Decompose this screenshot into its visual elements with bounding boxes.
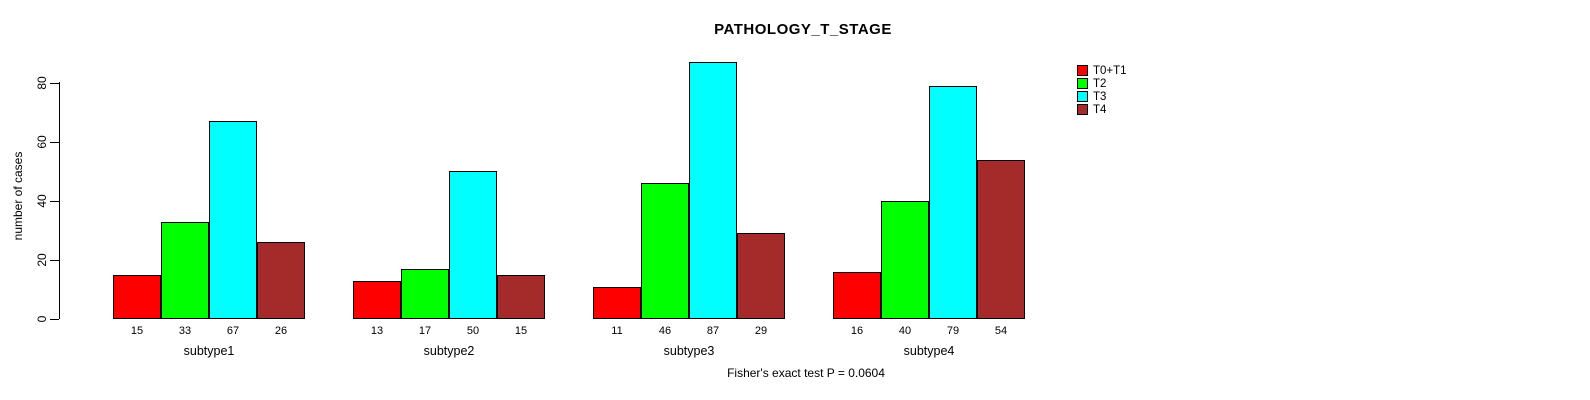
- legend-label: T3: [1093, 90, 1107, 103]
- bar-subtype1-T4: [257, 242, 305, 319]
- bar-value-label: 16: [850, 325, 864, 337]
- bar-subtype2-T2: [401, 269, 449, 319]
- y-tick: [50, 260, 59, 261]
- y-tick-label: 80: [35, 76, 49, 90]
- legend-item: T4: [1077, 103, 1127, 116]
- bar-value-label: 29: [754, 325, 768, 337]
- bar-subtype4-T4: [977, 160, 1025, 319]
- y-axis-label: number of cases: [11, 151, 25, 241]
- legend: T0+T1 T2 T3 T4: [1077, 64, 1127, 116]
- bar-subtype2-T0+T1: [353, 281, 401, 319]
- legend-label: T2: [1093, 77, 1107, 90]
- footer-annotation: Fisher's exact test P = 0.0604: [727, 366, 885, 380]
- bar-value-label: 46: [658, 325, 672, 337]
- y-tick: [50, 201, 59, 202]
- bar-subtype2-T3: [449, 171, 497, 319]
- bar-subtype1-T0+T1: [113, 275, 161, 319]
- bar-value-label: 40: [898, 325, 912, 337]
- bar-value-label: 17: [418, 325, 432, 337]
- bar-value-label: 11: [611, 325, 623, 337]
- bar-subtype4-T3: [929, 86, 977, 319]
- y-tick: [50, 83, 59, 84]
- chart-title: PATHOLOGY_T_STAGE: [714, 21, 892, 38]
- bar-subtype3-T4: [737, 233, 785, 319]
- bar-value-label: 54: [994, 325, 1008, 337]
- bar-subtype3-T0+T1: [593, 287, 641, 319]
- legend-swatch: [1077, 78, 1088, 89]
- y-tick-label: 60: [35, 135, 49, 149]
- bar-value-label: 33: [178, 325, 192, 337]
- bar-value-label: 50: [466, 325, 480, 337]
- bar-value-label: 15: [514, 325, 528, 337]
- bar-value-label: 79: [946, 325, 960, 337]
- legend-item: T3: [1077, 90, 1127, 103]
- legend-label: T4: [1093, 103, 1107, 116]
- bar-value-label: 13: [370, 325, 384, 337]
- legend-swatch: [1077, 65, 1088, 76]
- legend-item: T0+T1: [1077, 64, 1127, 77]
- y-tick: [50, 319, 59, 320]
- y-tick-label: 20: [35, 253, 49, 267]
- bar-subtype4-T0+T1: [833, 272, 881, 319]
- bar-subtype1-T3: [209, 121, 257, 319]
- y-tick: [50, 142, 59, 143]
- bar-value-label: 67: [226, 325, 240, 337]
- group-label-subtype3: subtype3: [663, 344, 715, 358]
- bar-value-label: 15: [130, 325, 144, 337]
- group-label-subtype2: subtype2: [423, 344, 475, 358]
- legend-item: T2: [1077, 77, 1127, 90]
- legend-label: T0+T1: [1093, 64, 1127, 77]
- legend-swatch: [1077, 91, 1088, 102]
- bar-subtype3-T2: [641, 183, 689, 319]
- y-tick-label: 40: [35, 194, 49, 208]
- y-tick-label: 0: [35, 315, 49, 323]
- bar-value-label: 26: [274, 325, 288, 337]
- bar-value-label: 87: [706, 325, 720, 337]
- bar-subtype4-T2: [881, 201, 929, 319]
- bar-subtype3-T3: [689, 62, 737, 319]
- bar-subtype2-T4: [497, 275, 545, 319]
- group-label-subtype1: subtype1: [183, 344, 235, 358]
- y-axis-line: [59, 82, 60, 319]
- group-label-subtype4: subtype4: [903, 344, 955, 358]
- bar-subtype1-T2: [161, 222, 209, 319]
- legend-swatch: [1077, 104, 1088, 115]
